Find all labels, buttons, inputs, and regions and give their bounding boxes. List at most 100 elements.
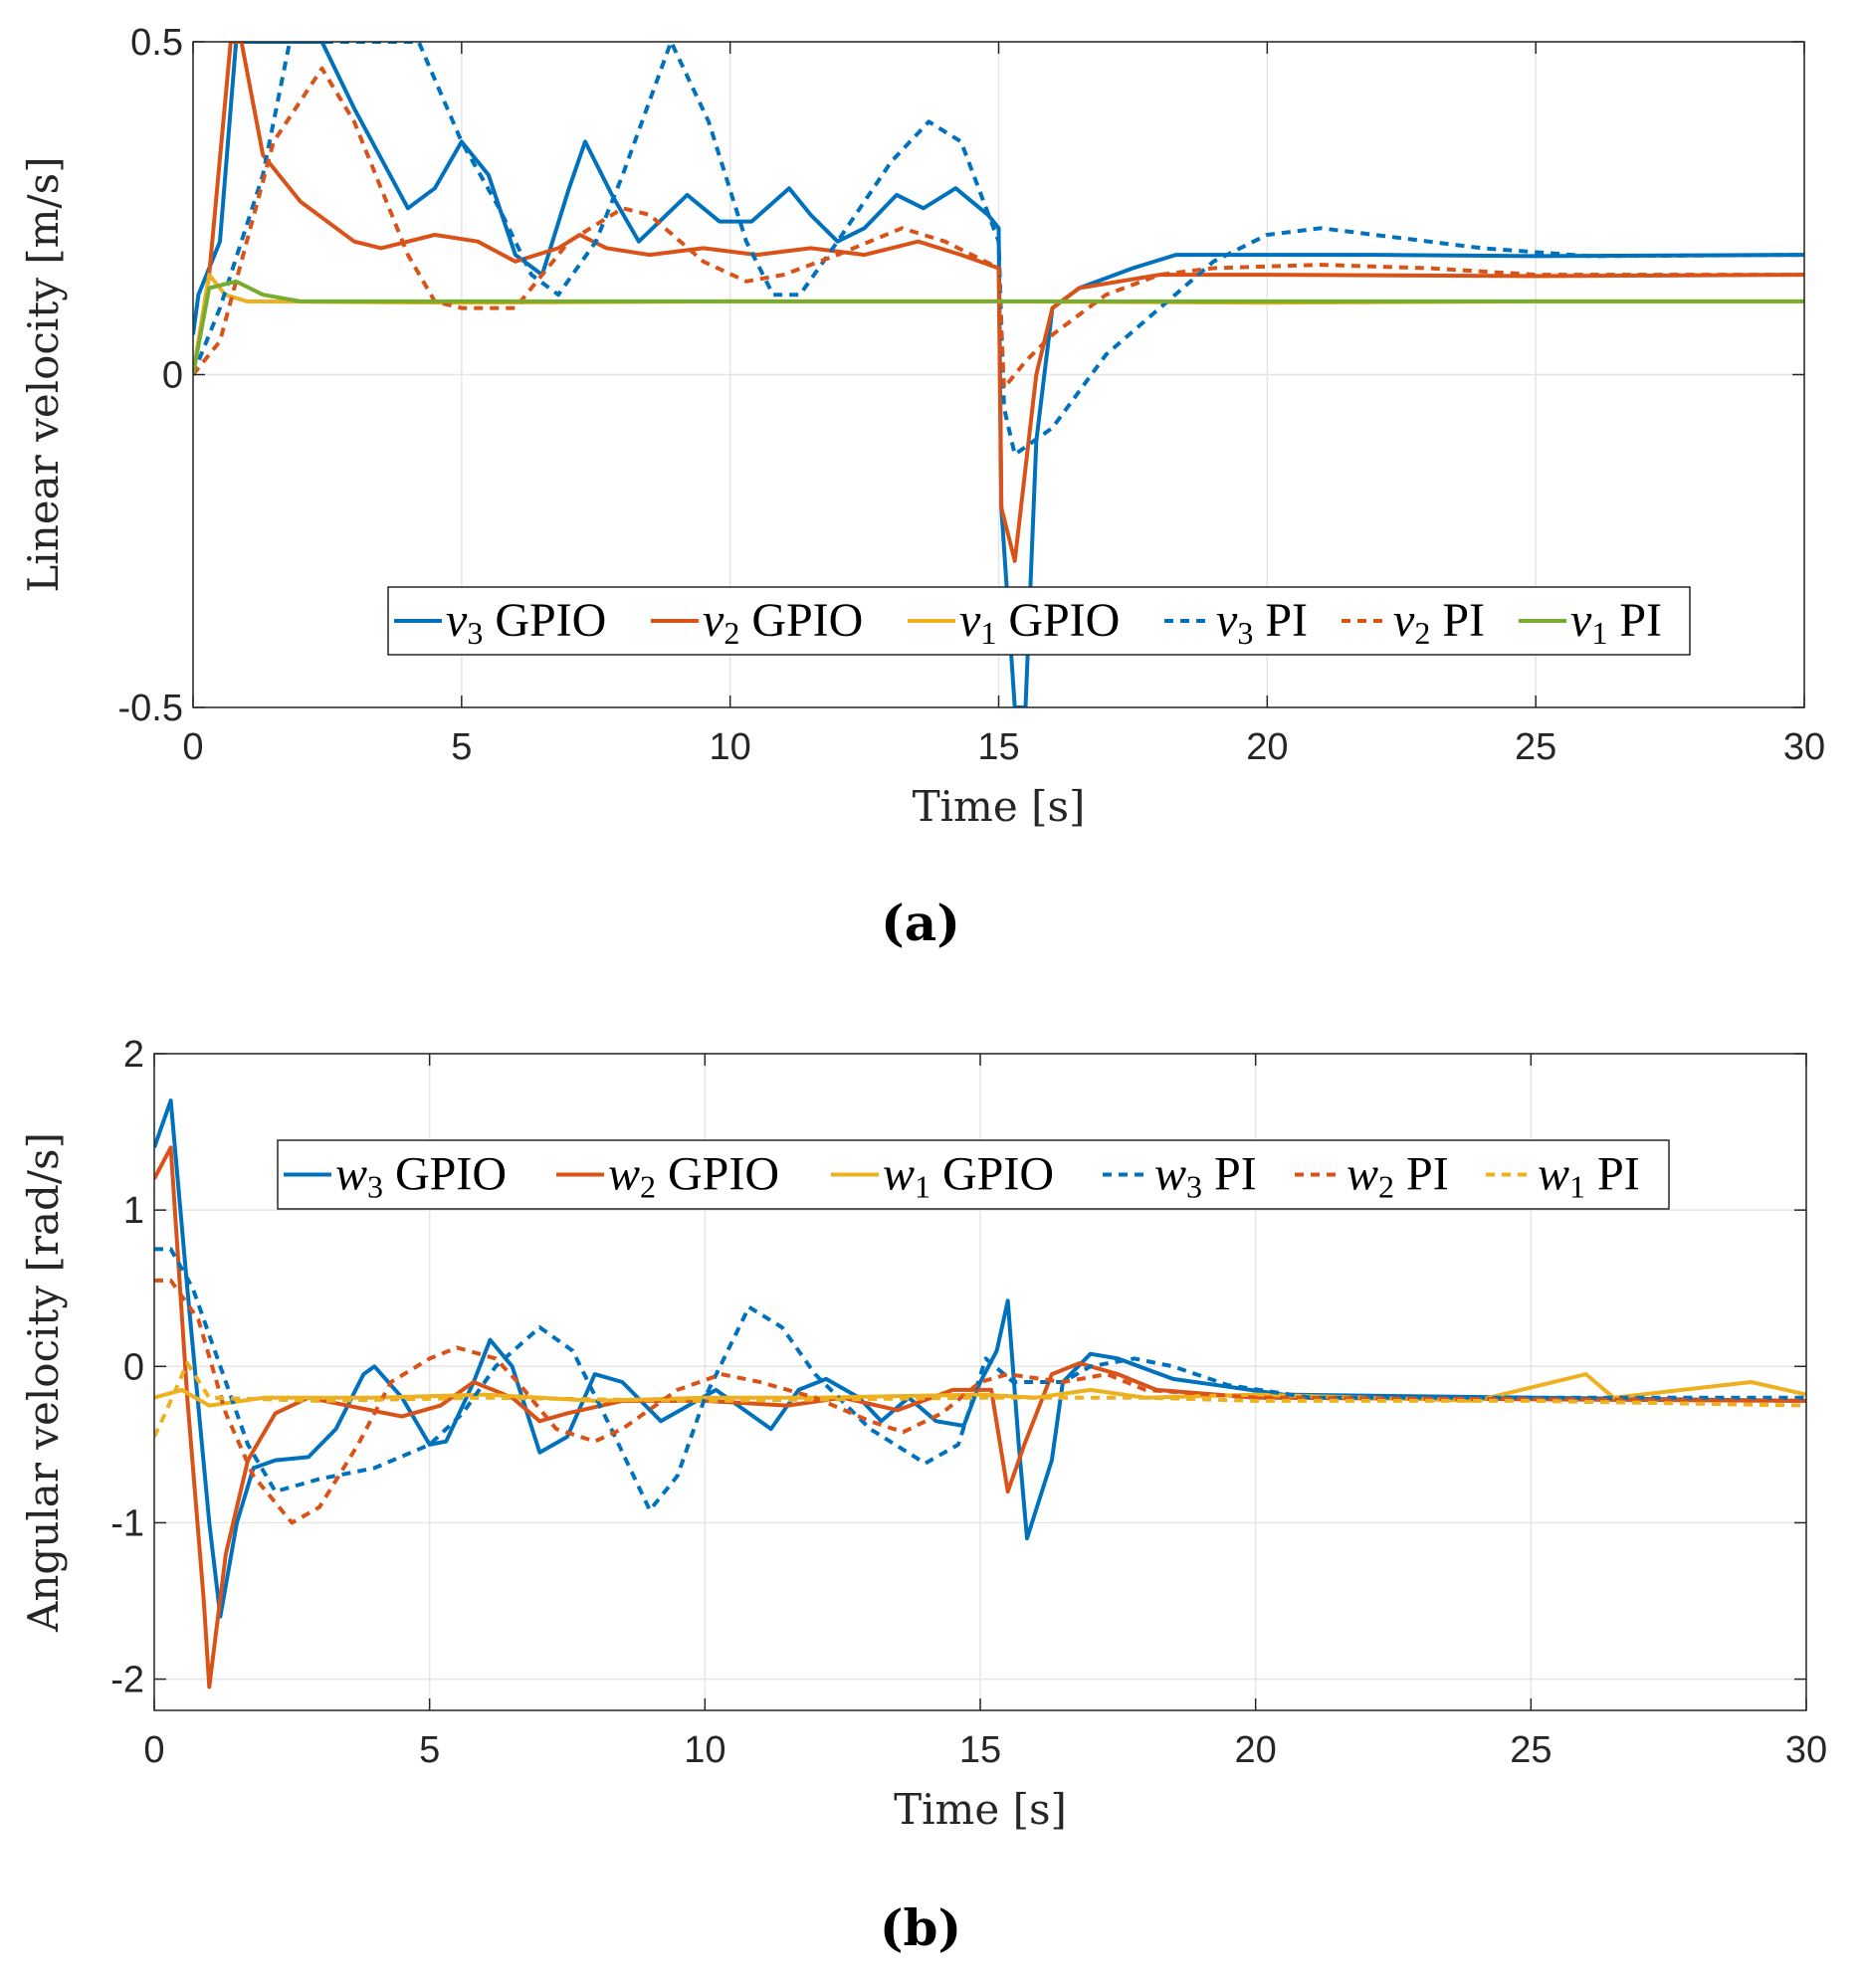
series-line-v1-pi <box>193 279 1804 375</box>
legend-entry: w3 PI <box>1103 1148 1257 1205</box>
legend-symbol: w <box>1346 1148 1378 1201</box>
legend-symbol: w <box>608 1148 640 1201</box>
x-tick-label: 0 <box>182 726 203 768</box>
legend-symbol: w <box>1154 1148 1186 1201</box>
x-tick-label: 30 <box>1783 726 1825 768</box>
legend-subscript: 3 <box>1237 615 1253 651</box>
series-line-v2-gpio <box>193 42 1804 563</box>
legend-entry: w3 GPIO <box>284 1148 507 1205</box>
legend-text: PI <box>1607 594 1662 647</box>
x-tick-label: 15 <box>977 726 1019 768</box>
legend: w3 GPIO w2 GPIO w1 GPIO w3 PI w2 PI w1 PI <box>277 1139 1670 1210</box>
legend-label: v3 PI <box>1216 594 1308 651</box>
legend: v3 GPIO v2 GPIO v1 GPIO v3 PI v2 PI v1 PI <box>387 586 1691 656</box>
legend-subscript: 3 <box>1186 1169 1202 1205</box>
y-axis-label: Angular velocity [rad/s] <box>19 1132 68 1633</box>
legend-subscript: 1 <box>1591 615 1607 651</box>
legend-label: w2 GPIO <box>608 1148 779 1205</box>
series-line-w3-pi <box>154 1247 1806 1512</box>
legend-entry: w2 GPIO <box>556 1148 779 1205</box>
legend-entry: v3 GPIO <box>394 594 606 651</box>
legend-label: v1 GPIO <box>959 594 1120 651</box>
legend-text: PI <box>1585 1148 1640 1201</box>
legend-entry: w1 PI <box>1486 1148 1640 1205</box>
legend-text: GPIO <box>483 594 606 647</box>
legend-label: w3 PI <box>1154 1148 1257 1205</box>
x-tick-label: 10 <box>684 1729 725 1771</box>
legend-symbol: v <box>1393 594 1415 647</box>
legend-text: GPIO <box>996 594 1120 647</box>
y-tick-label: 0.5 <box>130 22 183 64</box>
legend-text: GPIO <box>739 594 863 647</box>
legend-entry: v2 GPIO <box>651 594 863 651</box>
legend-symbol: w <box>1538 1148 1569 1201</box>
x-axis-label: Time [s] <box>894 1785 1067 1834</box>
series-line-v3-pi <box>193 42 1804 457</box>
legend-subscript: 1 <box>980 615 996 651</box>
legend-symbol: v <box>959 594 981 647</box>
x-tick-label: 15 <box>959 1729 1001 1771</box>
legend-text: PI <box>1202 1148 1257 1201</box>
subfigure-caption: (a) <box>881 894 960 952</box>
y-tick-label: -2 <box>110 1660 144 1701</box>
series-line-v2-pi <box>193 66 1804 390</box>
legend-text: PI <box>1394 1148 1449 1201</box>
series-line-w1-pi <box>154 1361 1806 1438</box>
legend-text: GPIO <box>656 1148 779 1201</box>
legend-entry: w1 GPIO <box>831 1148 1054 1205</box>
legend-entry: v1 PI <box>1519 594 1662 651</box>
legend-symbol: v <box>703 594 724 647</box>
legend-label: w2 PI <box>1346 1148 1449 1205</box>
legend-label: v2 GPIO <box>703 594 863 651</box>
legend-subscript: 2 <box>1414 615 1430 651</box>
legend-subscript: 1 <box>915 1169 931 1205</box>
x-tick-label: 5 <box>419 1729 440 1771</box>
series-line-w2-pi <box>154 1278 1806 1525</box>
legend-box <box>387 586 1691 656</box>
x-tick-label: 10 <box>710 726 751 768</box>
legend-symbol: v <box>1570 594 1592 647</box>
y-axis-label: Linear velocity [m/s] <box>19 156 68 592</box>
legend-label: v3 GPIO <box>446 594 606 651</box>
y-tick-label: 2 <box>123 1034 144 1076</box>
legend-symbol: w <box>335 1148 367 1201</box>
y-tick-label: -1 <box>110 1502 144 1544</box>
subfigure-caption: (b) <box>880 1898 961 1957</box>
legend-label: v1 PI <box>1570 594 1662 651</box>
legend-entry: w2 PI <box>1295 1148 1449 1205</box>
legend-label: w1 PI <box>1538 1148 1640 1205</box>
y-tick-label: -0.5 <box>118 688 183 729</box>
legend-text: GPIO <box>383 1148 507 1201</box>
legend-entry: v1 GPIO <box>908 594 1120 651</box>
series-line-w1-gpio <box>154 1372 1806 1408</box>
series-line-w2-gpio <box>154 1145 1806 1690</box>
x-tick-label: 30 <box>1785 1729 1827 1771</box>
legend-text: GPIO <box>931 1148 1054 1201</box>
legend-entry: v2 PI <box>1342 594 1485 651</box>
legend-symbol: v <box>446 594 468 647</box>
legend-text: PI <box>1430 594 1485 647</box>
x-tick-label: 5 <box>451 726 472 768</box>
legend-subscript: 3 <box>467 615 483 651</box>
legend-symbol: v <box>1216 594 1238 647</box>
legend-symbol: w <box>883 1148 915 1201</box>
y-tick-label: 1 <box>123 1190 144 1232</box>
x-tick-label: 25 <box>1510 1729 1552 1771</box>
legend-subscript: 1 <box>1569 1169 1585 1205</box>
y-tick-label: 0 <box>162 355 183 397</box>
y-tick-label: 0 <box>123 1346 144 1388</box>
legend-subscript: 2 <box>640 1169 656 1205</box>
legend-subscript: 2 <box>724 615 739 651</box>
angular-velocity-chart: 0 5 10 15 20 25 30 -2 -1 0 1 2 Time [s] Angular veloc… <box>19 1034 1827 1957</box>
legend-label: w1 GPIO <box>883 1148 1054 1205</box>
legend-entry: v3 PI <box>1164 594 1308 651</box>
x-tick-label: 20 <box>1246 726 1288 768</box>
x-axis-label: Time [s] <box>913 782 1086 831</box>
legend-box <box>277 1139 1670 1210</box>
x-tick-label: 25 <box>1515 726 1556 768</box>
legend-text: PI <box>1253 594 1308 647</box>
x-tick-label: 20 <box>1235 1729 1277 1771</box>
legend-label: v2 PI <box>1393 594 1485 651</box>
